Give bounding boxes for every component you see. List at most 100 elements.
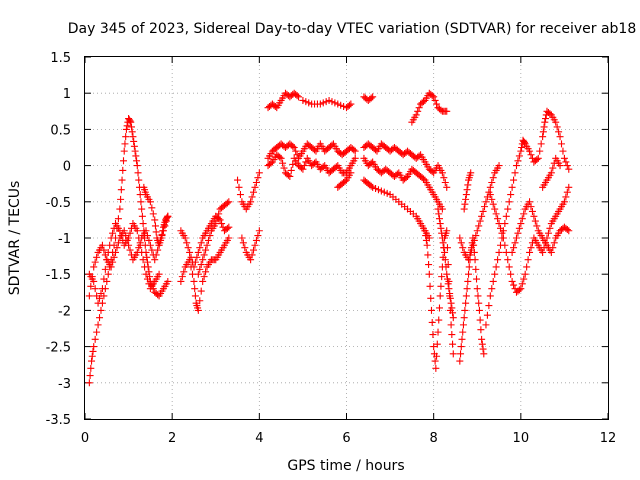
data-point (469, 241, 477, 249)
data-point (514, 229, 522, 237)
data-point (302, 158, 310, 166)
data-point (419, 98, 427, 106)
plot-frame (84, 56, 609, 420)
data-point (495, 162, 503, 170)
data-point (114, 215, 122, 223)
data-point (534, 154, 542, 162)
data-point (197, 261, 205, 269)
data-point (479, 207, 487, 215)
data-point (177, 277, 185, 285)
data-point (515, 286, 523, 294)
data-point (251, 241, 259, 249)
data-point (541, 118, 549, 126)
data-point (126, 117, 134, 125)
data-point (527, 151, 535, 159)
data-point (433, 100, 441, 108)
data-point (475, 299, 483, 307)
data-point (512, 162, 520, 170)
data-point (148, 204, 156, 212)
data-point (236, 191, 244, 199)
data-point (145, 236, 153, 244)
data-point (91, 285, 99, 293)
data-point (190, 277, 198, 285)
data-point (279, 159, 287, 167)
data-point (295, 93, 303, 101)
data-point (495, 248, 503, 256)
data-point (434, 328, 442, 336)
data-point (486, 191, 494, 199)
data-point (131, 147, 139, 155)
series-arc-h (234, 169, 263, 213)
data-point (462, 191, 470, 199)
data-point (143, 275, 151, 283)
data-point (489, 200, 497, 208)
data-point (463, 186, 471, 194)
data-point (247, 198, 255, 206)
data-point (502, 212, 510, 220)
data-point (139, 220, 147, 228)
data-point (331, 99, 339, 107)
data-point (367, 159, 375, 167)
data-point (494, 215, 502, 223)
data-point (565, 183, 573, 191)
data-point (412, 111, 420, 119)
data-point (507, 270, 515, 278)
data-point (350, 146, 358, 154)
data-point (508, 248, 516, 256)
data-point (135, 176, 143, 184)
data-point (113, 244, 121, 252)
data-point (480, 350, 488, 358)
data-point (328, 141, 336, 149)
data-point (429, 331, 437, 339)
data-point (287, 166, 295, 174)
data-point (467, 169, 475, 177)
data-point (88, 273, 96, 281)
data-point (152, 228, 160, 236)
data-point (475, 222, 483, 230)
data-point (436, 292, 444, 300)
data-point (518, 144, 526, 151)
data-point (91, 335, 99, 343)
data-point (255, 227, 263, 235)
data-point (443, 270, 451, 278)
data-point (225, 234, 233, 242)
data-point (372, 146, 380, 154)
data-point (276, 153, 284, 161)
data-point (459, 244, 467, 252)
data-point (302, 98, 310, 106)
data-point (284, 171, 292, 179)
data-point (460, 205, 468, 213)
data-point (88, 352, 96, 360)
data-point (369, 93, 377, 101)
data-point (518, 215, 526, 223)
data-point (446, 290, 454, 298)
data-point (328, 98, 336, 106)
data-point (565, 165, 573, 173)
data-point (141, 263, 149, 271)
data-point (202, 268, 210, 276)
data-point (549, 164, 557, 172)
data-point (191, 292, 199, 300)
data-point (213, 215, 221, 223)
data-point (458, 335, 466, 343)
data-point (492, 263, 500, 271)
data-point (433, 340, 441, 348)
data-point (380, 188, 388, 196)
data-point (151, 256, 159, 264)
data-point (106, 241, 114, 249)
data-point (563, 188, 571, 196)
data-point (558, 140, 566, 148)
data-point (118, 176, 126, 184)
data-point (135, 244, 143, 252)
data-point (133, 227, 141, 235)
data-point (225, 198, 233, 206)
data-point (423, 241, 431, 249)
data-point (505, 198, 513, 206)
data-point (456, 234, 464, 242)
data-point (467, 246, 475, 254)
data-point (114, 239, 122, 247)
data-point (542, 115, 550, 123)
data-point (563, 162, 571, 170)
data-point (536, 147, 544, 155)
data-point (90, 263, 98, 271)
